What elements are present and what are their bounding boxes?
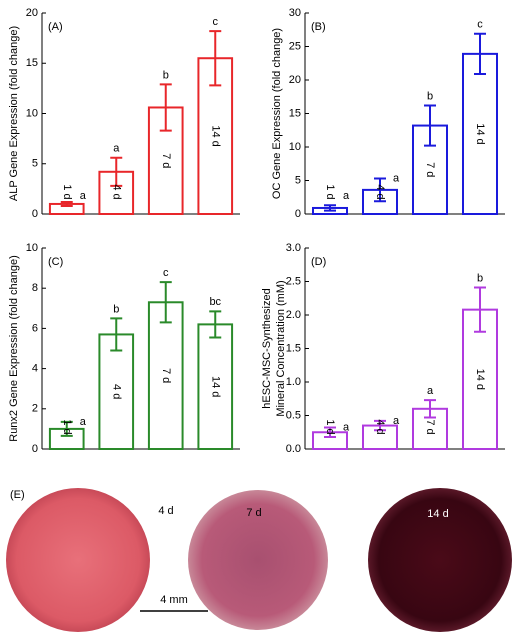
category-label: 1 d bbox=[61, 419, 73, 434]
error-bar bbox=[424, 104, 436, 147]
error-bar bbox=[474, 32, 486, 75]
y-tick-label: 2.5 bbox=[286, 275, 301, 287]
error-bar bbox=[374, 177, 386, 203]
category-label: 7 d bbox=[424, 162, 436, 177]
y-axis-label: Mineral Concentration (mM) bbox=[275, 280, 287, 416]
y-tick-label: 10 bbox=[289, 141, 301, 153]
significance-letter: a bbox=[80, 416, 87, 428]
category-label: 1 d bbox=[324, 419, 336, 434]
error-bar bbox=[110, 317, 123, 352]
y-tick-label: 6 bbox=[32, 322, 38, 334]
panel-label: (E) bbox=[10, 489, 25, 501]
category-label: 7 d bbox=[160, 368, 172, 383]
significance-letter: a bbox=[393, 415, 400, 427]
category-label: 4 d bbox=[110, 184, 122, 199]
significance-letter: a bbox=[343, 421, 350, 433]
y-axis-label: hESC-MSC-Synthesized bbox=[261, 288, 273, 408]
significance-letter: c bbox=[477, 19, 483, 31]
significance-letter: bc bbox=[209, 296, 221, 308]
error-bar bbox=[60, 420, 73, 437]
error-bar bbox=[209, 30, 222, 87]
error-bar bbox=[324, 204, 336, 212]
y-tick-label: 1.5 bbox=[286, 342, 301, 354]
y-axis-label: Runx2 Gene Expression (fold change) bbox=[8, 255, 20, 442]
category-label: 7 d bbox=[160, 153, 172, 168]
well-image bbox=[6, 488, 150, 632]
category-label: 4 d bbox=[374, 184, 386, 199]
category-label: 14 d bbox=[474, 369, 486, 390]
category-label: 1 d bbox=[61, 184, 73, 199]
y-tick-label: 10 bbox=[26, 107, 38, 119]
significance-letter: c bbox=[213, 16, 219, 28]
significance-letter: b bbox=[113, 303, 119, 315]
category-label: 4 d bbox=[110, 384, 122, 399]
significance-letter: a bbox=[343, 190, 350, 202]
error-bar bbox=[60, 200, 73, 207]
significance-letter: a bbox=[427, 385, 434, 397]
category-label: 14 d bbox=[474, 123, 486, 144]
y-tick-label: 2.0 bbox=[286, 309, 301, 321]
image-label: 4 d bbox=[158, 505, 173, 517]
image-label: 7 d bbox=[246, 507, 261, 519]
significance-letter: b bbox=[477, 272, 483, 284]
y-tick-label: 4 bbox=[32, 363, 38, 375]
panel-label: (A) bbox=[48, 21, 63, 33]
y-tick-label: 3.0 bbox=[286, 242, 301, 254]
panel-label: (C) bbox=[48, 256, 63, 268]
y-tick-label: 20 bbox=[289, 74, 301, 86]
y-tick-label: 15 bbox=[289, 107, 301, 119]
y-tick-label: 0.5 bbox=[286, 409, 301, 421]
y-tick-label: 5 bbox=[32, 158, 38, 170]
significance-letter: b bbox=[163, 69, 169, 81]
error-bar bbox=[474, 286, 486, 333]
well-image bbox=[188, 490, 328, 630]
significance-letter: a bbox=[393, 172, 400, 184]
y-tick-label: 25 bbox=[289, 40, 301, 52]
y-tick-label: 2 bbox=[32, 403, 38, 415]
significance-letter: b bbox=[427, 90, 433, 102]
category-label: 7 d bbox=[424, 419, 436, 434]
y-tick-label: 0.0 bbox=[286, 443, 301, 455]
scale-bar-label: 4 mm bbox=[160, 594, 188, 606]
category-label: 14 d bbox=[209, 125, 221, 146]
y-tick-label: 10 bbox=[26, 242, 38, 254]
y-tick-label: 30 bbox=[289, 7, 301, 19]
error-bar bbox=[159, 83, 172, 132]
category-label: 4 d bbox=[374, 419, 386, 434]
panel-label: (D) bbox=[311, 256, 326, 268]
y-tick-label: 0 bbox=[295, 208, 301, 220]
y-tick-label: 1.0 bbox=[286, 376, 301, 388]
error-bar bbox=[324, 426, 336, 438]
image-label: 14 d bbox=[427, 508, 448, 520]
y-tick-label: 0 bbox=[32, 443, 38, 455]
y-tick-label: 8 bbox=[32, 282, 38, 294]
y-tick-label: 5 bbox=[295, 174, 301, 186]
significance-letter: a bbox=[113, 143, 120, 155]
error-bar bbox=[159, 281, 172, 324]
error-bar bbox=[424, 399, 436, 419]
panel-label: (B) bbox=[311, 21, 326, 33]
category-label: 1 d bbox=[324, 184, 336, 199]
y-tick-label: 0 bbox=[32, 208, 38, 220]
y-axis-label: ALP Gene Expression (fold change) bbox=[8, 26, 20, 201]
category-label: 14 d bbox=[209, 376, 221, 397]
error-bar bbox=[374, 419, 386, 432]
well-image bbox=[368, 488, 512, 632]
y-axis-label: OC Gene Expression (fold change) bbox=[271, 28, 283, 199]
significance-letter: a bbox=[80, 190, 87, 202]
error-bar bbox=[110, 156, 123, 187]
y-tick-label: 20 bbox=[26, 7, 38, 19]
significance-letter: c bbox=[163, 267, 169, 279]
y-tick-label: 15 bbox=[26, 57, 38, 69]
error-bar bbox=[209, 310, 222, 339]
